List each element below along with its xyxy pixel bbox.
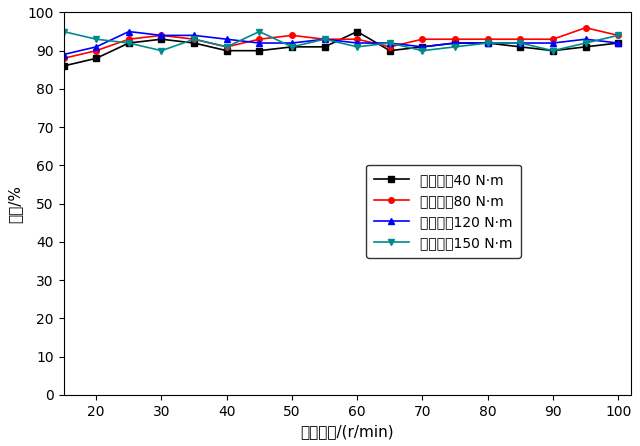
输出转矩120 N·m <box>386 40 394 45</box>
输出转矩150 N·m <box>223 44 230 50</box>
输出转矩80 N·m <box>255 37 263 42</box>
输出转矩80 N·m <box>190 37 198 42</box>
输出转矩80 N·m <box>321 37 328 42</box>
输出转矩40 N·m <box>157 37 165 42</box>
输出转矩120 N·m <box>157 33 165 38</box>
输出转矩150 N·m <box>451 44 459 50</box>
X-axis label: 输出转速/(r/min): 输出转速/(r/min) <box>301 424 394 439</box>
输出转矩80 N·m <box>60 56 67 61</box>
输出转矩120 N·m <box>92 44 100 50</box>
Legend: 输出转矩40 N·m, 输出转矩80 N·m, 输出转矩120 N·m, 输出转矩150 N·m: 输出转矩40 N·m, 输出转矩80 N·m, 输出转矩120 N·m, 输出转… <box>365 165 521 258</box>
输出转矩150 N·m <box>125 40 132 45</box>
输出转矩40 N·m <box>125 40 132 45</box>
输出转矩150 N·m <box>582 40 589 45</box>
输出转矩40 N·m <box>386 48 394 54</box>
输出转矩120 N·m <box>288 40 296 45</box>
输出转矩80 N·m <box>92 48 100 54</box>
Y-axis label: 效率/%: 效率/% <box>7 185 22 223</box>
输出转矩120 N·m <box>484 40 492 45</box>
输出转矩150 N·m <box>516 40 524 45</box>
输出转矩120 N·m <box>451 40 459 45</box>
输出转矩40 N·m <box>288 44 296 50</box>
输出转矩150 N·m <box>386 40 394 45</box>
输出转矩150 N·m <box>484 40 492 45</box>
输出转矩150 N·m <box>549 48 557 54</box>
输出转矩120 N·m <box>549 40 557 45</box>
输出转矩150 N·m <box>92 37 100 42</box>
输出转矩150 N·m <box>614 33 622 38</box>
输出转矩150 N·m <box>190 37 198 42</box>
输出转矩40 N·m <box>190 40 198 45</box>
输出转矩40 N·m <box>92 56 100 61</box>
输出转矩150 N·m <box>255 29 263 34</box>
输出转矩150 N·m <box>419 48 426 54</box>
输出转矩40 N·m <box>549 48 557 54</box>
输出转矩120 N·m <box>125 29 132 34</box>
输出转矩80 N·m <box>223 44 230 50</box>
输出转矩80 N·m <box>288 33 296 38</box>
输出转矩80 N·m <box>614 33 622 38</box>
输出转矩150 N·m <box>353 44 361 50</box>
Line: 输出转矩150 N·m: 输出转矩150 N·m <box>61 29 621 54</box>
Line: 输出转矩120 N·m: 输出转矩120 N·m <box>61 29 621 57</box>
输出转矩80 N·m <box>451 37 459 42</box>
输出转矩40 N·m <box>484 40 492 45</box>
输出转矩120 N·m <box>516 40 524 45</box>
Line: 输出转矩80 N·m: 输出转矩80 N·m <box>61 25 621 61</box>
输出转矩120 N·m <box>255 40 263 45</box>
输出转矩40 N·m <box>255 48 263 54</box>
输出转矩150 N·m <box>60 29 67 34</box>
输出转矩40 N·m <box>321 44 328 50</box>
输出转矩40 N·m <box>582 44 589 50</box>
输出转矩80 N·m <box>549 37 557 42</box>
输出转矩40 N·m <box>60 63 67 69</box>
输出转矩120 N·m <box>60 52 67 57</box>
输出转矩120 N·m <box>353 40 361 45</box>
输出转矩120 N·m <box>614 40 622 45</box>
输出转矩120 N·m <box>190 33 198 38</box>
输出转矩120 N·m <box>582 37 589 42</box>
输出转矩120 N·m <box>321 37 328 42</box>
输出转矩80 N·m <box>353 37 361 42</box>
输出转矩80 N·m <box>125 37 132 42</box>
输出转矩150 N·m <box>288 44 296 50</box>
输出转矩40 N·m <box>516 44 524 50</box>
输出转矩80 N·m <box>582 25 589 30</box>
输出转矩80 N·m <box>157 33 165 38</box>
输出转矩150 N·m <box>157 48 165 54</box>
输出转矩150 N·m <box>321 37 328 42</box>
输出转矩80 N·m <box>419 37 426 42</box>
输出转矩40 N·m <box>223 48 230 54</box>
输出转矩40 N·m <box>353 29 361 34</box>
输出转矩120 N·m <box>419 44 426 50</box>
输出转矩80 N·m <box>386 44 394 50</box>
Line: 输出转矩40 N·m: 输出转矩40 N·m <box>61 29 621 69</box>
输出转矩40 N·m <box>419 44 426 50</box>
输出转矩40 N·m <box>451 40 459 45</box>
输出转矩80 N·m <box>516 37 524 42</box>
输出转矩40 N·m <box>614 40 622 45</box>
输出转矩80 N·m <box>484 37 492 42</box>
输出转矩120 N·m <box>223 37 230 42</box>
